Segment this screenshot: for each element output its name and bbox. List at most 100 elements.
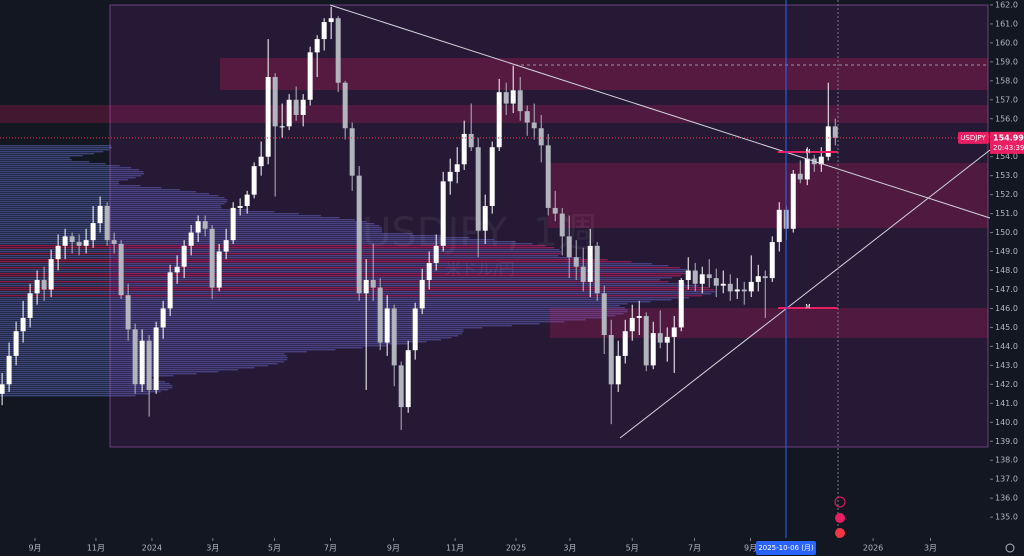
candle-body	[678, 280, 684, 328]
candle-body	[734, 289, 740, 292]
profile-bar	[0, 203, 225, 205]
profile-bar	[0, 367, 255, 369]
candle-body	[356, 175, 362, 294]
candle-body	[797, 173, 803, 180]
candle-body	[146, 340, 152, 391]
y-tick-label: 136.0	[995, 494, 1018, 503]
x-tick-label: 9月	[387, 544, 400, 553]
profile-bar	[0, 233, 413, 235]
candle-body	[538, 128, 544, 146]
candle-body	[496, 92, 502, 148]
icon[interactable]	[834, 496, 846, 508]
candle-body	[755, 276, 761, 282]
profile-bar	[0, 219, 355, 221]
candle-body	[727, 283, 733, 292]
profile-bar	[0, 257, 582, 259]
candle-body	[426, 262, 432, 281]
profile-bar	[0, 267, 681, 269]
x-tick-label: 5月	[626, 544, 639, 553]
x-tick-label: 3月	[206, 544, 219, 553]
profile-bar	[0, 159, 72, 161]
candle-body	[769, 242, 775, 279]
profile-bar	[0, 195, 219, 197]
candle-body	[272, 77, 278, 127]
icon[interactable]	[835, 528, 845, 538]
candle-body	[41, 280, 47, 290]
candle-body	[573, 257, 579, 267]
candle-body	[125, 295, 131, 330]
profile-bar	[0, 339, 441, 341]
settings-icon[interactable]	[1005, 543, 1015, 553]
x-tick-label: 2026	[863, 544, 883, 553]
indicator-icons	[834, 496, 846, 538]
candle-body	[34, 280, 40, 294]
profile-bar	[0, 301, 651, 303]
candle-body	[188, 232, 194, 246]
x-tick-label: 7月	[324, 544, 337, 553]
profile-bar	[0, 261, 632, 263]
profile-bar	[0, 211, 275, 213]
profile-bar	[0, 387, 173, 389]
candle-body	[412, 308, 418, 351]
zone	[550, 308, 988, 338]
candle-body	[713, 278, 719, 286]
candle-body	[706, 274, 712, 279]
candle-body	[699, 274, 705, 284]
profile-bar	[0, 385, 173, 387]
profile-bar	[0, 241, 516, 243]
watermark: 米ドル/円	[445, 260, 514, 279]
candle-body	[741, 289, 747, 292]
profile-bar	[0, 323, 540, 325]
y-tick-label: 144.0	[995, 342, 1018, 351]
profile-bar	[0, 221, 367, 223]
candle-body	[790, 173, 796, 229]
candle-body	[398, 365, 404, 408]
x-tick-label: 3月	[924, 544, 937, 553]
candle-body	[104, 206, 110, 241]
y-tick-label: 138.0	[995, 456, 1018, 465]
candle-body	[608, 335, 614, 385]
profile-bar	[0, 351, 307, 353]
profile-bar	[0, 147, 113, 149]
profile-bar	[0, 375, 174, 377]
profile-bar	[0, 287, 709, 289]
candle-body	[132, 329, 138, 385]
profile-bar	[0, 293, 712, 295]
profile-bar	[0, 245, 546, 247]
candle-body	[832, 126, 838, 138]
candle-body	[545, 145, 551, 208]
marker-label: M	[805, 149, 810, 156]
price-scale	[990, 0, 1024, 538]
trend-line	[619, 149, 991, 439]
candle-body	[153, 327, 159, 391]
candle-body	[825, 126, 831, 157]
candle-body	[90, 223, 96, 241]
candle-body	[363, 280, 369, 294]
zone	[109, 4, 989, 448]
candle-body	[391, 308, 397, 366]
candle-body	[720, 283, 726, 286]
candle-body	[685, 270, 691, 281]
profile-bar	[0, 161, 90, 163]
candle-body	[447, 171, 453, 182]
candle-body	[293, 99, 299, 115]
profile-bar	[0, 345, 388, 347]
profile-bar	[0, 383, 170, 385]
y-tick-label: 135.0	[995, 513, 1018, 522]
profile-bar	[0, 317, 603, 319]
profile-bar	[0, 309, 628, 311]
profile-bar	[0, 183, 120, 185]
profile-bar	[0, 395, 136, 397]
icon[interactable]	[835, 513, 845, 523]
x-tick-label: 11月	[87, 544, 105, 553]
candle-body	[594, 245, 600, 294]
candle-body	[307, 52, 313, 100]
profile-bar	[0, 377, 152, 379]
profile-bar	[0, 165, 120, 167]
profile-bar	[0, 393, 150, 395]
candle-body	[475, 147, 481, 231]
profile-bar	[0, 329, 464, 331]
profile-bar	[0, 389, 169, 391]
candle-body	[384, 308, 390, 343]
profile-bar	[0, 167, 132, 169]
